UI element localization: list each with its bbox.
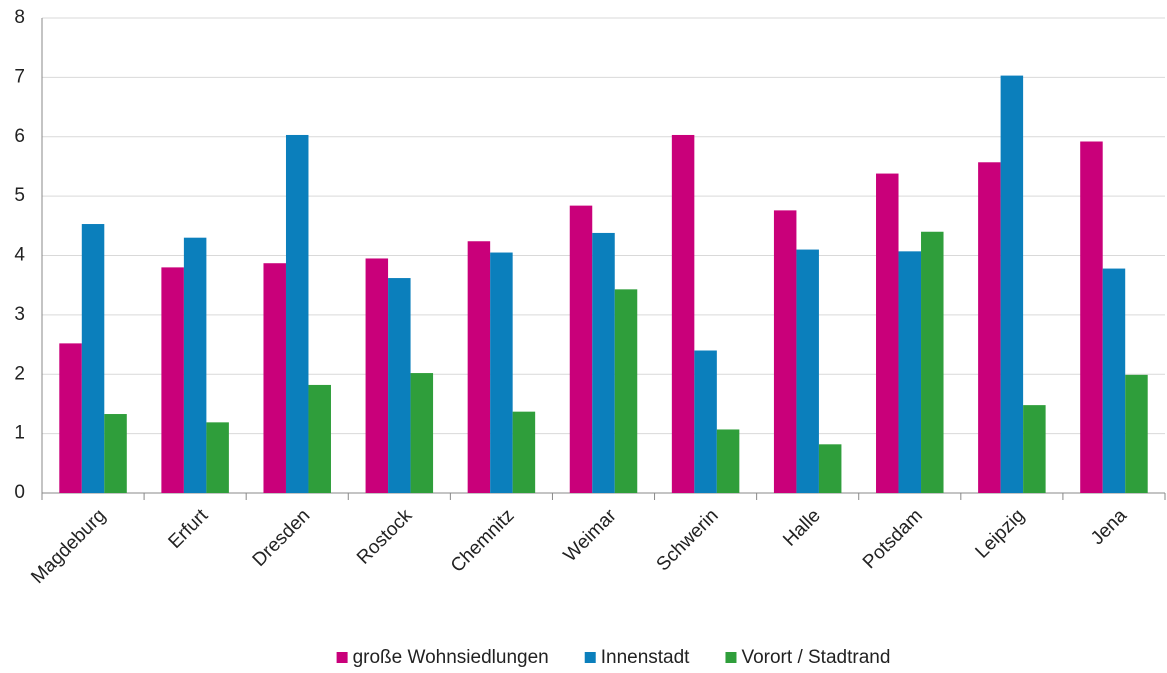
- bar: [285, 134, 309, 493]
- legend-label: große Wohnsiedlungen: [353, 647, 549, 668]
- bar: [490, 252, 513, 493]
- bar: [161, 267, 184, 493]
- bar: [410, 373, 434, 493]
- legend-swatch: [336, 652, 348, 663]
- bar: [796, 249, 819, 493]
- bar: [104, 414, 127, 493]
- x-tick-label: Schwerin: [653, 505, 723, 575]
- bar: [592, 232, 615, 493]
- y-tick-label: 8: [14, 7, 25, 28]
- bar: [1102, 268, 1126, 493]
- x-tick-label: Potsdam: [859, 505, 927, 573]
- y-tick-label: 7: [14, 66, 25, 87]
- bar: [512, 411, 536, 493]
- bar: [467, 241, 491, 493]
- bar: [716, 429, 740, 493]
- bar: [388, 278, 411, 493]
- bar: [818, 444, 842, 493]
- legend-label: Innenstadt: [601, 647, 690, 668]
- x-tick-label: Erfurt: [165, 505, 213, 553]
- y-tick-label: 0: [14, 482, 25, 503]
- bar: [773, 210, 797, 493]
- bar: [921, 231, 944, 493]
- bar: [671, 134, 695, 493]
- bar: [569, 205, 593, 493]
- bar: [1125, 374, 1148, 493]
- y-tick-label: 6: [14, 126, 25, 147]
- x-tick-label: Rostock: [353, 505, 417, 569]
- bar: [263, 263, 286, 493]
- x-tick-label: Leipzig: [972, 505, 1029, 562]
- bar: [365, 258, 389, 493]
- bar: [1023, 405, 1046, 493]
- bar: [183, 237, 207, 493]
- y-tick-label: 1: [14, 423, 25, 444]
- bar: [59, 343, 82, 493]
- x-tick-label: Dresden: [249, 505, 315, 571]
- x-tick-label: Jena: [1087, 505, 1131, 549]
- y-tick-label: 2: [14, 363, 25, 384]
- legend-label: Vorort / Stadtrand: [741, 647, 890, 668]
- x-tick-label: Weimar: [560, 505, 621, 566]
- bar: [308, 384, 331, 493]
- legend-swatch: [725, 652, 737, 663]
- x-tick-label: Chemnitz: [447, 505, 519, 577]
- bar: [1080, 141, 1103, 493]
- bar: [206, 422, 229, 493]
- bar: [978, 162, 1001, 493]
- y-tick-label: 3: [14, 304, 25, 325]
- bar: [81, 224, 105, 493]
- y-tick-label: 5: [14, 185, 25, 206]
- x-tick-label: Magdeburg: [27, 505, 110, 588]
- bar: [1000, 75, 1024, 493]
- x-tick-label: Halle: [779, 505, 824, 550]
- bar: [876, 173, 899, 493]
- bar: [694, 350, 717, 493]
- bar: [614, 289, 638, 493]
- y-tick-label: 4: [14, 245, 25, 266]
- legend-swatch: [584, 652, 596, 663]
- bar: [898, 251, 922, 493]
